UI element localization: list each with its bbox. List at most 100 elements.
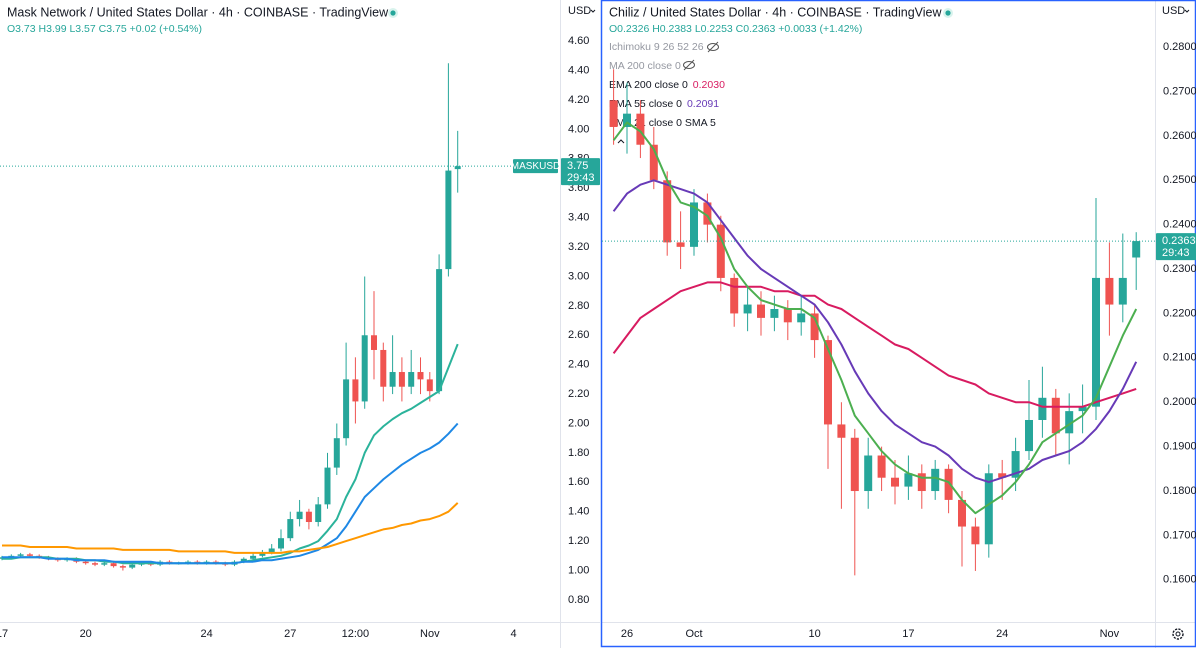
x-tick-label: 26 xyxy=(621,628,633,640)
candle-body xyxy=(250,555,257,559)
candle-body xyxy=(17,554,24,556)
x-tick-label: Nov xyxy=(1100,628,1120,640)
candle-body xyxy=(343,379,350,439)
candle-body xyxy=(278,538,284,549)
candle-body xyxy=(850,437,859,492)
candle-body xyxy=(609,100,618,127)
x-tick-label: Oct xyxy=(685,628,702,640)
candle-body xyxy=(891,477,899,487)
x-tick-label: 17 xyxy=(0,628,8,640)
indicator-legend[interactable]: EMA 55 close 0 0.2091 xyxy=(609,98,719,110)
indicator-legend[interactable]: EMA 200 close 0 0.2030 xyxy=(609,79,725,91)
price-tag xyxy=(561,158,600,186)
candle-body xyxy=(1051,397,1060,434)
y-tick-label: 1.20 xyxy=(568,535,589,547)
candle-body xyxy=(770,309,779,318)
collapse-legend[interactable] xyxy=(617,139,625,144)
currency-label[interactable]: USD xyxy=(1162,5,1185,17)
candle-body xyxy=(296,511,303,520)
indicator-name: EMA 200 close 0 xyxy=(609,79,688,91)
x-tick-label: 24 xyxy=(996,628,1008,640)
chart-title: Chiliz / United States Dollar · 4h · COI… xyxy=(609,5,943,19)
gear-hub[interactable] xyxy=(1175,631,1181,637)
candle-body xyxy=(703,202,712,225)
candle-body xyxy=(984,473,993,545)
gear-teeth[interactable] xyxy=(1172,628,1184,640)
x-tick-label: 12:00 xyxy=(342,628,370,640)
x-tick-label: 4 xyxy=(510,628,516,640)
candle-body xyxy=(26,554,33,556)
candle-body xyxy=(958,499,966,527)
candle-body xyxy=(1065,411,1074,434)
indicator-line xyxy=(2,502,459,554)
candle-body xyxy=(398,372,405,387)
candle-body xyxy=(730,277,739,314)
candle-body xyxy=(352,379,359,402)
candle-body xyxy=(82,561,89,564)
y-tick-label: 0.2000 xyxy=(1163,396,1196,408)
settings-gear[interactable] xyxy=(1172,628,1184,640)
y-tick-label: 0.2200 xyxy=(1163,307,1196,319)
y-tick-label: 2.40 xyxy=(568,359,589,371)
candle-body xyxy=(361,335,368,402)
currency-caret[interactable] xyxy=(590,9,596,13)
y-tick-label: 0.1600 xyxy=(1163,574,1196,586)
y-tick-label: 0.2400 xyxy=(1163,219,1196,231)
candle-body xyxy=(904,473,913,487)
candle-body xyxy=(259,552,266,556)
candle-body xyxy=(1038,397,1047,420)
price-tag-value: 0.2363 xyxy=(1162,235,1196,247)
y-tick-label: 0.2800 xyxy=(1163,41,1196,53)
candle-body xyxy=(837,424,846,438)
candle-body xyxy=(636,113,645,145)
y-tick-label: 4.20 xyxy=(568,94,589,106)
indicator-name: EMA 55 close 0 xyxy=(609,98,682,110)
chart-title: Mask Network / United States Dollar · 4h… xyxy=(7,5,389,19)
symbol-tag-label: MASKUSD xyxy=(511,161,560,172)
candle-body xyxy=(623,113,631,127)
candle-body xyxy=(119,566,126,568)
candle-body xyxy=(1092,277,1100,407)
x-tick-label: 17 xyxy=(902,628,914,640)
y-tick-label: 1.60 xyxy=(568,476,589,488)
y-tick-label: 0.1900 xyxy=(1163,441,1196,453)
eye[interactable] xyxy=(683,61,695,69)
eye-slash[interactable] xyxy=(683,59,695,71)
candle-body xyxy=(716,224,725,278)
y-tick-label: 2.20 xyxy=(568,388,589,400)
y-tick-label: 3.20 xyxy=(568,241,589,253)
indicator-legend[interactable]: MA 200 close 0 xyxy=(609,60,681,72)
eye-slash[interactable] xyxy=(707,41,719,53)
x-tick-label: 27 xyxy=(284,628,296,640)
currency-caret[interactable] xyxy=(1184,9,1190,13)
candle-body xyxy=(824,340,832,425)
candle-body xyxy=(797,313,806,323)
symbol-tag xyxy=(513,159,558,174)
indicator-line xyxy=(2,422,459,565)
y-tick-label: 4.60 xyxy=(568,35,589,47)
x-tick-label: Nov xyxy=(420,628,440,640)
candle-body xyxy=(324,467,331,505)
candle-body xyxy=(1132,241,1141,258)
x-tick-label: 20 xyxy=(80,628,92,640)
indicator-value: 0.2091 xyxy=(687,98,719,110)
currency-label[interactable]: USD xyxy=(568,5,591,17)
candle-body xyxy=(287,519,294,539)
candle-body xyxy=(408,372,415,387)
indicator-legend[interactable]: EMA 21 close 0 SMA 5 xyxy=(609,117,716,129)
indicator-legend[interactable]: Ichimoku 9 26 52 26 xyxy=(609,41,704,53)
candle-body xyxy=(445,170,452,270)
y-tick-label: 0.1700 xyxy=(1163,529,1196,541)
indicator-line xyxy=(612,281,1137,408)
candle-body xyxy=(944,468,953,500)
hidden-icon[interactable] xyxy=(707,41,719,53)
candle-body xyxy=(333,438,340,468)
candle-body xyxy=(380,349,387,387)
eye[interactable] xyxy=(707,43,719,51)
x-tick-label: 24 xyxy=(200,628,212,640)
hidden-icon[interactable] xyxy=(683,59,695,71)
candle-body xyxy=(454,166,461,170)
